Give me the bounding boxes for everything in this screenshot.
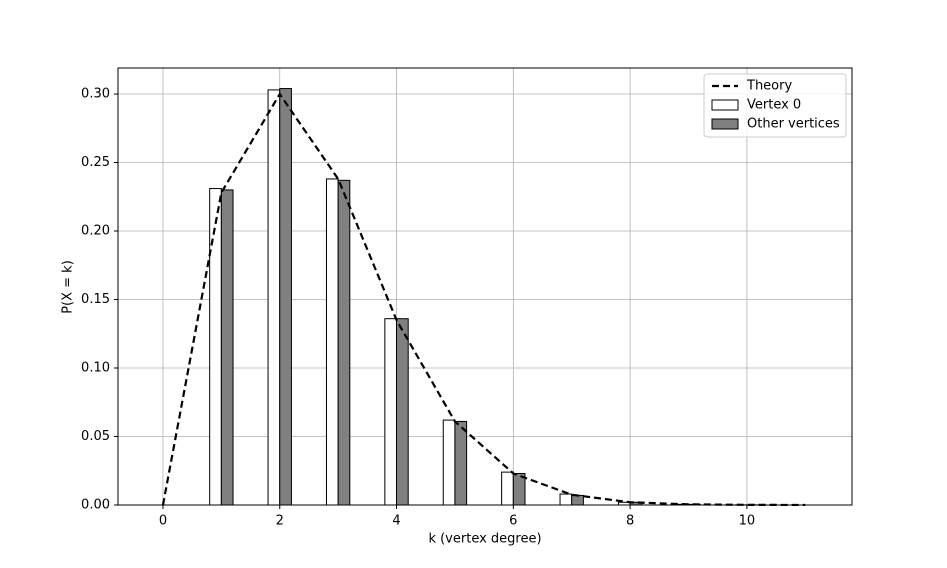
bar <box>209 188 222 506</box>
x-tick-label: 6 <box>509 514 517 529</box>
legend-label: Theory <box>746 79 792 94</box>
bar <box>384 318 398 506</box>
bar <box>501 471 514 506</box>
y-tick-label: 0.00 <box>81 498 110 513</box>
y-tick-label: 0.20 <box>81 224 110 239</box>
bar <box>267 89 281 506</box>
legend-label: Other vertices <box>747 117 840 132</box>
legend-swatch <box>711 99 739 111</box>
plot-frame <box>117 67 853 506</box>
line <box>161 91 806 507</box>
x-tick-label: 8 <box>626 514 634 529</box>
legend: Theory Vertex 0 Other vertices <box>703 73 847 138</box>
y-tick-label: 0.05 <box>81 429 110 444</box>
bar <box>454 420 468 506</box>
y-tick-label: 0.15 <box>81 292 110 307</box>
x-tick-label: 10 <box>739 514 756 529</box>
bar <box>337 179 351 506</box>
bar <box>442 419 456 506</box>
bar <box>279 88 292 506</box>
x-axis-label: k (vertex degree) <box>428 532 541 547</box>
legend-box <box>703 73 847 138</box>
x-tick-label: 4 <box>392 514 400 529</box>
bar <box>571 494 584 506</box>
bar <box>220 189 234 506</box>
legend-swatch <box>711 118 739 130</box>
x-tick-label: 0 <box>159 514 167 529</box>
y-tick-label: 0.10 <box>81 361 110 376</box>
legend-label: Vertex 0 <box>747 98 801 113</box>
bar <box>396 318 409 506</box>
bar <box>559 493 573 506</box>
y-tick-label: 0.25 <box>81 155 110 170</box>
y-tick-label: 0.30 <box>81 87 110 102</box>
marks <box>161 88 806 507</box>
x-tick-label: 2 <box>276 514 284 529</box>
bar <box>325 178 339 506</box>
y-axis-label: P(X = k) <box>61 260 76 314</box>
